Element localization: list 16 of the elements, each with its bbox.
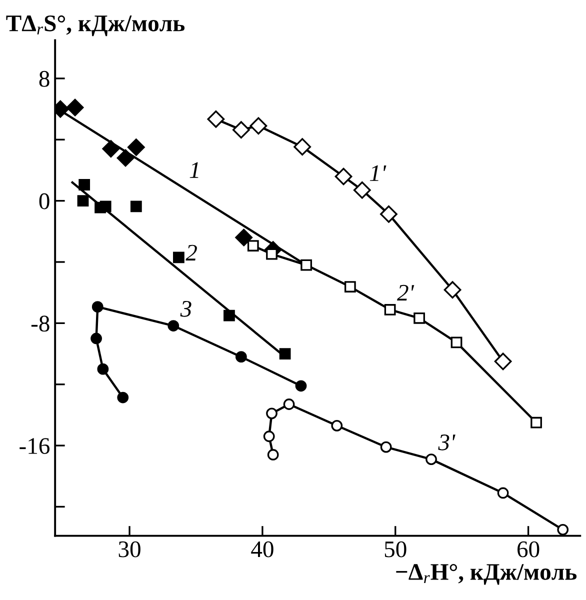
x-tick-label: 50	[384, 541, 406, 558]
y-tick-label: 0	[39, 193, 50, 210]
x-tick-label: 40	[251, 541, 274, 558]
y-tick-label: -8	[31, 316, 50, 332]
series-label: 1	[190, 162, 198, 178]
series-label: 2	[186, 244, 197, 260]
y-tick-label: -16	[20, 438, 50, 454]
series-label: 3'	[438, 434, 456, 450]
series-label: 1'	[370, 165, 386, 181]
x-axis-title: −Δ$_{r}$H°, кДж/моль	[396, 564, 577, 585]
x-tick-label: 30	[118, 541, 140, 558]
x-tick-label: 60	[518, 541, 540, 558]
y-axis-title: TΔ$_{r}$S°, кДж/моль	[6, 15, 185, 36]
y-tick-label: 8	[39, 70, 50, 87]
series-label: 3	[180, 300, 192, 317]
series-label: 2'	[397, 284, 414, 301]
